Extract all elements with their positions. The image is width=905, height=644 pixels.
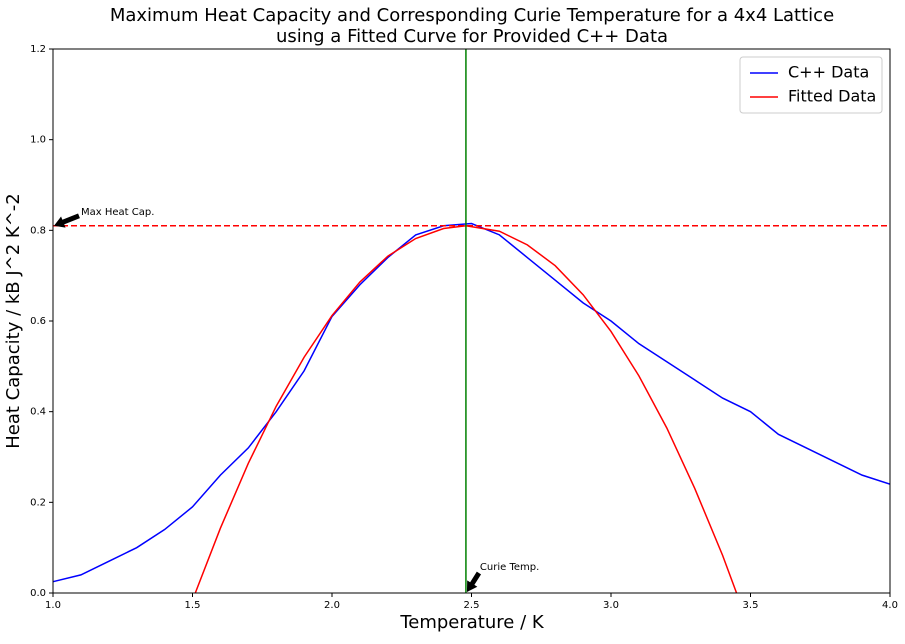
y-tick-label: 1.2	[30, 44, 46, 55]
annotation: Max Heat Cap.	[81, 207, 154, 218]
y-tick-label: 0.2	[30, 497, 46, 508]
x-tick-label: 2.5	[464, 600, 480, 611]
y-tick-label: 0.6	[30, 316, 46, 327]
chart-title: Maximum Heat Capacity and Corresponding …	[110, 5, 834, 26]
x-axis-label: Temperature / K	[399, 612, 545, 633]
x-tick-label: 4.0	[882, 600, 898, 611]
y-axis-label: Heat Capacity / kB J^2 K^-2	[3, 193, 24, 448]
plot-frame	[52, 48, 891, 594]
data-line	[52, 222, 891, 583]
chart-title: using a Fitted Curve for Provided C++ Da…	[276, 26, 668, 47]
x-tick-label: 1.0	[45, 600, 61, 611]
y-tick-label: 0.0	[30, 588, 46, 599]
x-tick-label: 2.0	[324, 600, 340, 611]
x-tick-label: 1.5	[185, 600, 201, 611]
y-tick-label: 1.0	[30, 135, 46, 146]
annotation-arrow	[466, 571, 482, 592]
y-tick-label: 0.8	[30, 225, 46, 236]
annotation-arrow	[54, 213, 80, 228]
legend-label: Fitted Data	[788, 87, 876, 106]
y-tick-label: 0.4	[30, 407, 46, 418]
x-tick-label: 3.0	[603, 600, 619, 611]
annotation: Curie Temp.	[480, 562, 539, 573]
x-tick-label: 3.5	[743, 600, 759, 611]
legend-label: C++ Data	[788, 63, 869, 82]
legend-box	[739, 56, 883, 114]
